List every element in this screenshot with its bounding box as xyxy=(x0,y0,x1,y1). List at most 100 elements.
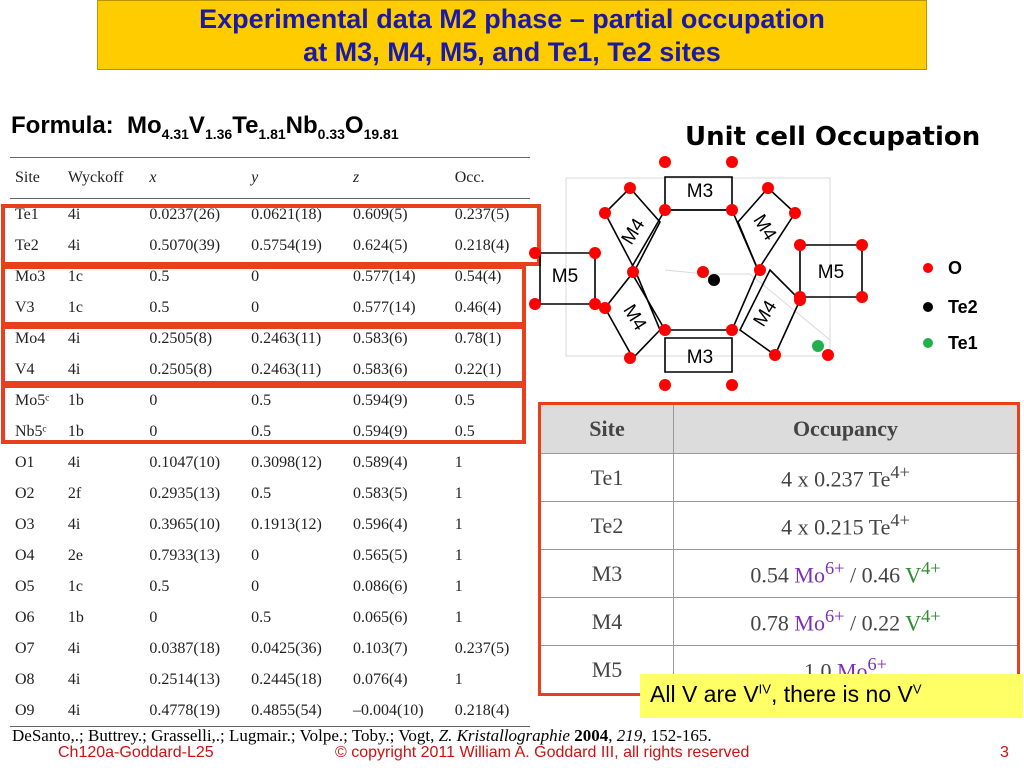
legend-te2-label: Te2 xyxy=(948,297,978,317)
wyckoff-cell: 0 xyxy=(149,422,158,440)
occupancy-value: 0.78 Mo6+ / 0.22 V4+ xyxy=(673,597,1019,646)
occupancy-header-row: Site Occupancy xyxy=(539,403,1019,454)
wyckoff-cell: 0.577(14) xyxy=(352,267,416,285)
formula-mo-count: 4.31 xyxy=(161,125,189,142)
wyckoff-cell: 1 xyxy=(454,670,463,688)
wyckoff-cell: 0.3098(12) xyxy=(251,453,322,471)
table-row: O7 4i 0.0387(18) 0.0425(36) 0.103(7) 0.237(5) xyxy=(10,633,530,664)
wyckoff-cell: 4i xyxy=(67,329,81,347)
note-text-2: , there is no V xyxy=(770,681,913,707)
wyckoff-cell: O4 xyxy=(15,546,35,564)
table-row: O4 2e 0.7933(13) 0 0.565(5) 1 xyxy=(10,540,530,571)
wyckoff-cell: 0.086(6) xyxy=(352,577,408,595)
oxygen-atom xyxy=(822,349,834,361)
occupancy-fraction: 0.78 xyxy=(750,610,795,636)
table-row: O5 1c 0.5 0 0.086(6) 1 xyxy=(10,571,530,602)
legend-te2-marker xyxy=(923,302,933,312)
wyckoff-cell: 0.0425(36) xyxy=(251,639,322,657)
highlight-m4-rows xyxy=(1,325,526,385)
te2-atom xyxy=(708,274,720,286)
wyckoff-cell: 0.0621(18) xyxy=(251,205,322,223)
oxygen-atom xyxy=(589,247,601,259)
wyckoff-cell: 0.5 xyxy=(149,577,170,595)
table-row: O9 4i 0.4778(19) 0.4855(54) –0.004(10) 0.218(… xyxy=(10,695,530,727)
wyckoff-cell: Nb5ᶜ xyxy=(15,422,47,440)
wyckoff-cell: 0.583(6) xyxy=(352,360,408,378)
mo-charge: 6+ xyxy=(824,558,845,579)
te1-atom xyxy=(812,340,824,352)
wyckoff-cell: O7 xyxy=(15,639,35,657)
wyckoff-cell: 4i xyxy=(67,205,81,223)
atom-markers xyxy=(529,156,868,391)
occupancy-charge: 4+ xyxy=(890,462,910,483)
footer-page-number: 3 xyxy=(1000,744,1009,761)
oxygen-atom xyxy=(697,266,709,278)
wyckoff-cell: 0.589(4) xyxy=(352,453,408,471)
oxygen-atom xyxy=(726,204,738,216)
label-m3-bottom: M3 xyxy=(687,347,713,368)
oxygen-atom xyxy=(589,298,601,310)
wyckoff-cell: 0.065(6) xyxy=(352,608,408,626)
wyckoff-cell: 0.4855(54) xyxy=(246,695,348,727)
oxygen-atom xyxy=(529,298,541,310)
wyckoff-cell: 0.5 xyxy=(251,391,272,409)
oxygen-atom xyxy=(624,352,636,364)
occupancy-site: Te1 xyxy=(539,453,674,502)
table-row: Nb5ᶜ 1b 0 0.5 0.594(9) 0.5 xyxy=(10,416,530,447)
wyckoff-cell: O3 xyxy=(15,515,35,533)
wyckoff-cell: 4i xyxy=(62,695,145,727)
wyckoff-cell: O2 xyxy=(15,484,35,502)
wyckoff-cell: 4i xyxy=(67,453,81,471)
highlight-te-rows xyxy=(1,204,541,266)
oxygen-atom xyxy=(856,291,868,303)
wyckoff-cell: 0.565(5) xyxy=(352,546,408,564)
oxygen-atom xyxy=(659,204,671,216)
occupancy-separator: / 0.46 xyxy=(844,562,906,588)
formula-mo: Mo xyxy=(127,112,162,139)
wyckoff-cell: 0.78(1) xyxy=(454,329,502,347)
wyckoff-cell: 1 xyxy=(454,546,463,564)
occupancy-value: 4 x 0.237 Te4+ xyxy=(673,453,1019,502)
wyckoff-cell: 0.1047(10) xyxy=(149,453,221,471)
wyckoff-cell: 0.577(14) xyxy=(352,298,416,316)
wyckoff-cell: 0.594(9) xyxy=(352,422,408,440)
note-sup-1: IV xyxy=(758,681,771,697)
wyckoff-cell: 0.1913(12) xyxy=(251,515,322,533)
table-row: Te2 4i 0.5070(39) 0.5754(19) 0.624(5) 0.218(4… xyxy=(10,230,530,261)
table-row: V3 1c 0.5 0 0.577(14) 0.46(4) xyxy=(10,292,530,323)
wyckoff-cell: 0.4778(19) xyxy=(144,695,247,727)
occupancy-amount: 4 x 0.215 Te xyxy=(781,514,891,540)
highlight-m5-rows xyxy=(1,384,526,444)
wyckoff-cell: O1 xyxy=(15,453,35,471)
wyckoff-cell: 0.5 xyxy=(251,422,272,440)
cell-guide-line xyxy=(664,269,831,341)
wyckoff-cell: 0.237(5) xyxy=(454,205,510,223)
wyckoff-cell: 0 xyxy=(251,577,260,595)
wyckoff-cell: 1 xyxy=(454,453,463,471)
table-row: O3 4i 0.3965(10) 0.1913(12) 0.596(4) 1 xyxy=(10,509,530,540)
table-row: Mo4 4i 0.2505(8) 0.2463(11) 0.583(6) 0.78(1) xyxy=(10,323,530,354)
wyckoff-cell: 0 xyxy=(251,546,260,564)
v-charge: 4+ xyxy=(921,558,941,579)
wyckoff-cell: 0.2463(11) xyxy=(251,360,322,378)
wyckoff-cell: 2e xyxy=(67,546,83,564)
occupancy-separator: / 0.22 xyxy=(844,610,906,636)
bond-polygon xyxy=(629,209,759,331)
wyckoff-cell: Te1 xyxy=(15,205,39,223)
wyckoff-cell: –0.004(10) xyxy=(347,695,450,727)
wyckoff-cell: 1c xyxy=(67,267,83,285)
table-row: Mo3 1c 0.5 0 0.577(14) 0.54(4) xyxy=(10,261,530,292)
label-m5-left: M5 xyxy=(552,266,578,287)
wyckoff-cell: 0.2505(8) xyxy=(149,360,213,378)
oxygen-atom xyxy=(769,349,781,361)
wyckoff-cell: 0.2935(13) xyxy=(149,484,221,502)
wyckoff-cell: 0.076(4) xyxy=(352,670,408,688)
wyckoff-cell: Mo3 xyxy=(15,267,46,285)
wyckoff-cell: 0.5 xyxy=(149,267,170,285)
slide-title-line-2: at M3, M4, M5, and Te1, Te2 sites xyxy=(303,37,721,67)
wyckoff-cell: 0.7933(13) xyxy=(149,546,221,564)
vanadium-note: All V are VIV, there is no VV xyxy=(640,674,1023,718)
wyckoff-header-cell: Occ. xyxy=(449,157,530,199)
footer-copyright: © copyright 2011 William A. Goddard III,… xyxy=(335,744,750,761)
